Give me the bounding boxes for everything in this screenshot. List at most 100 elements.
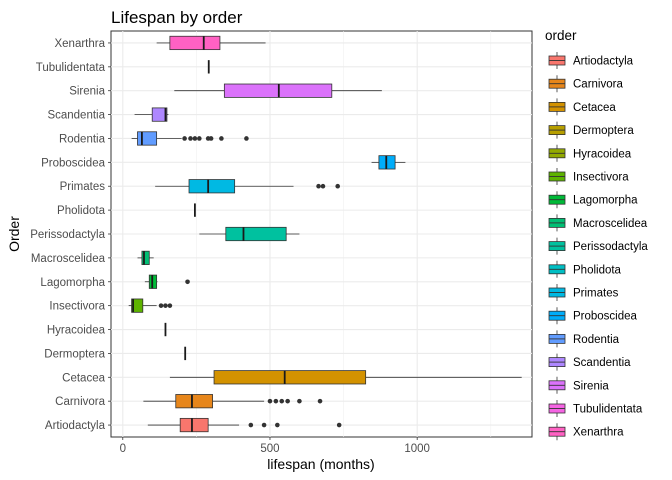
x-tick-label: 1000 — [404, 443, 430, 455]
legend-title: order — [545, 28, 577, 43]
outlier-point — [285, 398, 290, 404]
outlier-point — [316, 183, 321, 189]
outlier-point — [188, 136, 193, 141]
x-axis-title: lifespan (months) — [267, 456, 374, 472]
legend-item-dermoptera: Dermoptera — [548, 121, 634, 139]
outlier-point — [182, 136, 187, 141]
legend-item-insectivora: Insectivora — [548, 168, 629, 185]
outlier-point — [244, 136, 249, 141]
legend-label: Tubulidentata — [573, 404, 643, 416]
y-tick-label: Artiodactyla — [45, 420, 106, 432]
legend-item-xenarthra: Xenarthra — [548, 423, 624, 441]
box-perissodactyla — [199, 226, 300, 242]
legend-label: Sirenia — [573, 380, 609, 392]
legend-label: Scandentia — [573, 357, 631, 369]
box-macroscelidea — [137, 250, 154, 265]
outlier-point — [208, 136, 214, 141]
outlier-point — [336, 422, 342, 428]
y-tick-label: Pholidota — [57, 205, 106, 217]
y-tick-label: Lagomorpha — [40, 277, 105, 289]
box-primates — [155, 179, 340, 194]
iqr-box — [213, 370, 367, 385]
iqr-box — [179, 417, 209, 433]
y-tick-label: Insectivora — [49, 301, 105, 313]
legend: order Artiodactyla Carnivora Cetacea Dermop… — [545, 28, 648, 441]
iqr-box — [137, 131, 158, 146]
x-tick-label: 0 — [120, 443, 126, 455]
iqr-box — [175, 394, 213, 409]
y-tick-label: Dermoptera — [44, 348, 105, 360]
legend-item-artiodactyla: Artiodactyla — [548, 52, 634, 69]
legend-item-lagomorpha: Lagomorpha — [548, 191, 638, 209]
box-xenarthra — [156, 35, 266, 51]
outlier-point — [320, 183, 326, 189]
legend-label: Carnivora — [573, 79, 623, 91]
outlier-point — [279, 398, 285, 404]
iqr-box — [225, 226, 287, 242]
y-axis: Artiodactyla Carnivora Cetacea Dermoptera Hy… — [30, 38, 111, 432]
y-tick-label: Scandentia — [47, 110, 105, 122]
legend-item-pholidota: Pholidota — [548, 260, 622, 278]
outlier-point — [267, 398, 273, 404]
outlier-point — [317, 398, 323, 404]
boxes — [128, 35, 522, 433]
outlier-point — [335, 183, 340, 189]
legend-item-sirenia: Sirenia — [548, 376, 609, 394]
legend-label: Insectivora — [573, 172, 629, 184]
legend-item-perissodactyla: Perissodactyla — [548, 237, 648, 255]
legend-label: Rodentia — [573, 334, 620, 346]
y-tick-label: Tubulidentata — [36, 62, 106, 74]
legend-item-proboscidea: Proboscidea — [548, 307, 638, 325]
y-tick-label: Macroscelidea — [31, 253, 106, 265]
legend-label: Macroscelidea — [573, 218, 648, 230]
iqr-box — [141, 250, 150, 265]
outlier-point — [163, 303, 168, 308]
legend-item-tubulidentata: Tubulidentata — [548, 400, 643, 417]
legend-label: Pholidota — [573, 264, 622, 276]
outlier-point — [192, 136, 198, 141]
legend-item-macroscelidea: Macroscelidea — [548, 214, 648, 232]
legend-item-scandentia: Scandentia — [548, 353, 631, 371]
outlier-point — [248, 422, 254, 428]
y-tick-label: Rodentia — [59, 133, 106, 145]
iqr-box — [169, 35, 221, 51]
outlier-point — [197, 136, 202, 141]
outlier-point — [261, 422, 267, 428]
chart-title: Lifespan by order — [111, 8, 243, 27]
box-insectivora — [128, 298, 173, 313]
legend-label: Primates — [573, 288, 619, 300]
iqr-box — [131, 298, 144, 313]
y-tick-label: Proboscidea — [41, 157, 106, 169]
box-lagomorpha — [144, 274, 190, 289]
legend-item-carnivora: Carnivora — [548, 75, 623, 93]
legend-item-hyracoidea: Hyracoidea — [548, 144, 632, 162]
y-tick-label: Perissodactyla — [30, 229, 105, 241]
y-tick-label: Cetacea — [62, 372, 105, 384]
iqr-box — [188, 179, 236, 194]
legend-label: Lagomorpha — [573, 195, 638, 207]
x-tick-label: 500 — [260, 443, 279, 455]
legend-label: Dermoptera — [573, 125, 634, 137]
legend-label: Artiodactyla — [573, 56, 634, 68]
y-tick-label: Sirenia — [69, 86, 105, 98]
box-cetacea — [169, 370, 522, 385]
y-tick-label: Xenarthra — [54, 38, 105, 50]
legend-label: Xenarthra — [573, 427, 624, 439]
outlier-point — [185, 279, 190, 285]
outlier-point — [219, 136, 224, 141]
iqr-box — [151, 107, 168, 122]
outlier-point — [167, 303, 173, 308]
box-rodentia — [131, 131, 249, 146]
legend-label: Perissodactyla — [573, 241, 648, 253]
box-carnivora — [143, 394, 323, 409]
outlier-point — [275, 422, 280, 428]
legend-item-primates: Primates — [548, 284, 619, 301]
outlier-point — [158, 303, 164, 308]
legend-label: Proboscidea — [573, 311, 638, 323]
outlier-point — [297, 398, 302, 404]
legend-item-rodentia: Rodentia — [548, 330, 620, 348]
legend-item-cetacea: Cetacea — [548, 98, 616, 116]
y-tick-label: Hyracoidea — [47, 325, 106, 337]
box-scandentia — [134, 107, 169, 122]
